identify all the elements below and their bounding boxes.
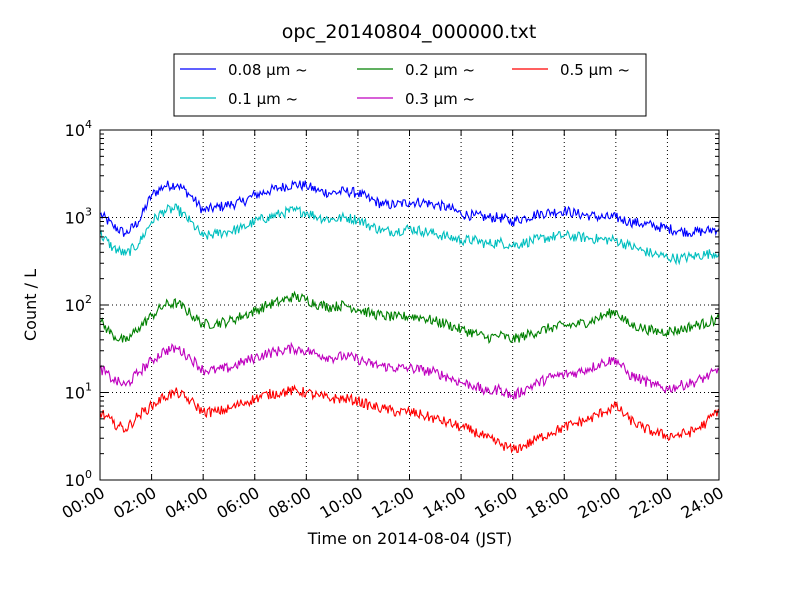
series-line [99, 290, 720, 344]
legend: 0.08 μm ~ 0.1 μm ~ 0.2 μm ~ 0.3 μm ~ 0.5 μm … [173, 53, 647, 117]
chart-title: opc_20140804_000000.txt [282, 21, 537, 43]
x-axis-label: Time on 2014-08-04 (JST) [307, 529, 512, 548]
legend-entries: 0.08 μm ~ 0.1 μm ~ 0.2 μm ~ 0.3 μm ~ 0.5 μm … [180, 61, 630, 108]
series-line [99, 341, 720, 401]
legend-label: 0.5 μm ~ [560, 61, 630, 79]
y-tick-label: 101 [65, 381, 92, 403]
series-lines [99, 179, 720, 454]
y-tick-label: 100 [65, 468, 92, 490]
legend-box [173, 53, 647, 117]
legend-label: 0.2 μm ~ [405, 61, 475, 79]
y-tick-label: 102 [65, 293, 92, 315]
legend-label: 0.3 μm ~ [405, 90, 475, 108]
series-line [99, 179, 720, 238]
series-line [99, 203, 720, 266]
legend-label: 0.1 μm ~ [228, 90, 298, 108]
y-axis-label: Count / L [21, 269, 40, 341]
y-tick-label: 104 [65, 118, 92, 140]
y-tick-label: 103 [65, 206, 92, 228]
y-axis: 100 101 102 103 104 [65, 118, 719, 490]
legend-label: 0.08 μm ~ [228, 61, 308, 79]
series-line [99, 384, 720, 454]
